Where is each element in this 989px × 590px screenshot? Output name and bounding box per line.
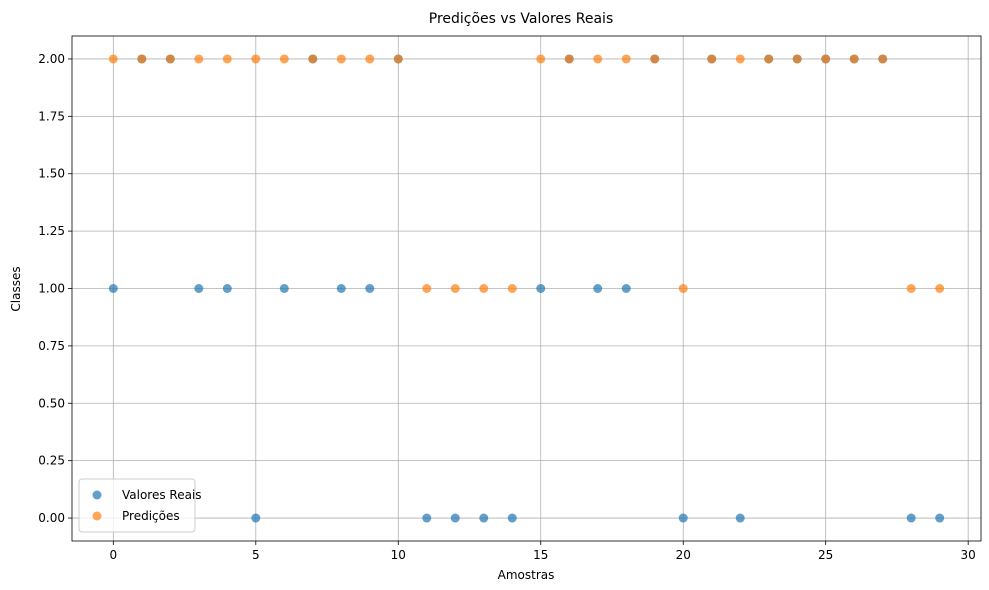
legend-box bbox=[78, 478, 196, 533]
series-1 bbox=[108, 54, 945, 293]
y-tick-label: 1.50 bbox=[38, 167, 65, 181]
data-point bbox=[279, 54, 289, 64]
data-point bbox=[764, 54, 774, 64]
x-tick-label: 0 bbox=[109, 548, 117, 562]
data-point bbox=[735, 513, 745, 523]
data-point bbox=[935, 284, 945, 293]
data-point bbox=[108, 284, 118, 293]
y-tick-label: 1.00 bbox=[38, 282, 65, 296]
data-point bbox=[336, 284, 346, 293]
data-point bbox=[564, 54, 574, 64]
legend: Valores Reais Predições bbox=[78, 478, 202, 533]
data-point bbox=[821, 54, 831, 64]
y-tick-label: 2.00 bbox=[38, 52, 65, 66]
data-point bbox=[137, 54, 147, 64]
data-point bbox=[650, 54, 660, 64]
data-point bbox=[251, 513, 261, 523]
data-point bbox=[678, 513, 688, 523]
data-point bbox=[621, 284, 631, 293]
data-point bbox=[593, 284, 603, 293]
chart-title: Predições vs Valores Reais bbox=[429, 11, 614, 27]
data-point bbox=[906, 513, 916, 523]
data-point bbox=[906, 284, 916, 293]
data-point bbox=[450, 513, 460, 523]
data-point bbox=[792, 54, 802, 64]
y-tick-label: 1.25 bbox=[38, 224, 65, 238]
y-tick-label: 0.00 bbox=[38, 511, 65, 525]
data-point bbox=[336, 54, 346, 64]
data-point bbox=[222, 284, 232, 293]
data-point bbox=[393, 54, 403, 64]
data-point bbox=[365, 54, 375, 64]
data-point bbox=[422, 513, 432, 523]
x-tick-label: 20 bbox=[676, 548, 691, 562]
grid-lines bbox=[72, 36, 981, 541]
x-tick-label: 10 bbox=[391, 548, 406, 562]
legend-label-predicoes: Predições bbox=[122, 509, 180, 523]
data-point bbox=[365, 284, 375, 293]
y-tick-label: 0.75 bbox=[38, 339, 65, 353]
data-point bbox=[735, 54, 745, 64]
data-point bbox=[536, 284, 546, 293]
data-point bbox=[108, 54, 118, 64]
y-axis-label: Classes bbox=[9, 266, 23, 311]
data-point bbox=[621, 54, 631, 64]
data-point bbox=[222, 54, 232, 64]
x-tick-label: 30 bbox=[961, 548, 976, 562]
data-point bbox=[422, 284, 432, 293]
legend-marker-valores-reais bbox=[92, 490, 102, 500]
x-axis-label: Amostras bbox=[498, 568, 555, 582]
data-point bbox=[279, 284, 289, 293]
y-tick-label: 1.75 bbox=[38, 109, 65, 123]
data-point bbox=[507, 284, 517, 293]
y-tick-label: 0.50 bbox=[38, 396, 65, 410]
data-point bbox=[849, 54, 859, 64]
data-point bbox=[678, 284, 688, 293]
data-point bbox=[165, 54, 175, 64]
x-axis-ticks: 0 5 10 15 20 25 30 bbox=[109, 541, 976, 562]
y-axis-ticks: 0.00 0.25 0.50 0.75 1.00 1.25 1.50 1.75 2.00 bbox=[38, 52, 72, 525]
data-point bbox=[707, 54, 717, 64]
data-point bbox=[450, 284, 460, 293]
data-point bbox=[878, 54, 888, 64]
data-point bbox=[935, 513, 945, 523]
data-point bbox=[593, 54, 603, 64]
data-point bbox=[479, 284, 489, 293]
data-point bbox=[194, 284, 204, 293]
data-point bbox=[251, 54, 261, 64]
x-tick-label: 25 bbox=[818, 548, 833, 562]
data-point bbox=[536, 54, 546, 64]
data-point bbox=[507, 513, 517, 523]
data-point bbox=[308, 54, 318, 64]
x-tick-label: 15 bbox=[533, 548, 548, 562]
x-tick-label: 5 bbox=[252, 548, 260, 562]
legend-marker-predicoes bbox=[92, 511, 102, 521]
data-point bbox=[194, 54, 204, 64]
y-tick-label: 0.25 bbox=[38, 454, 65, 468]
data-point bbox=[479, 513, 489, 523]
data-points bbox=[108, 54, 945, 523]
legend-label-valores-reais: Valores Reais bbox=[122, 488, 202, 502]
